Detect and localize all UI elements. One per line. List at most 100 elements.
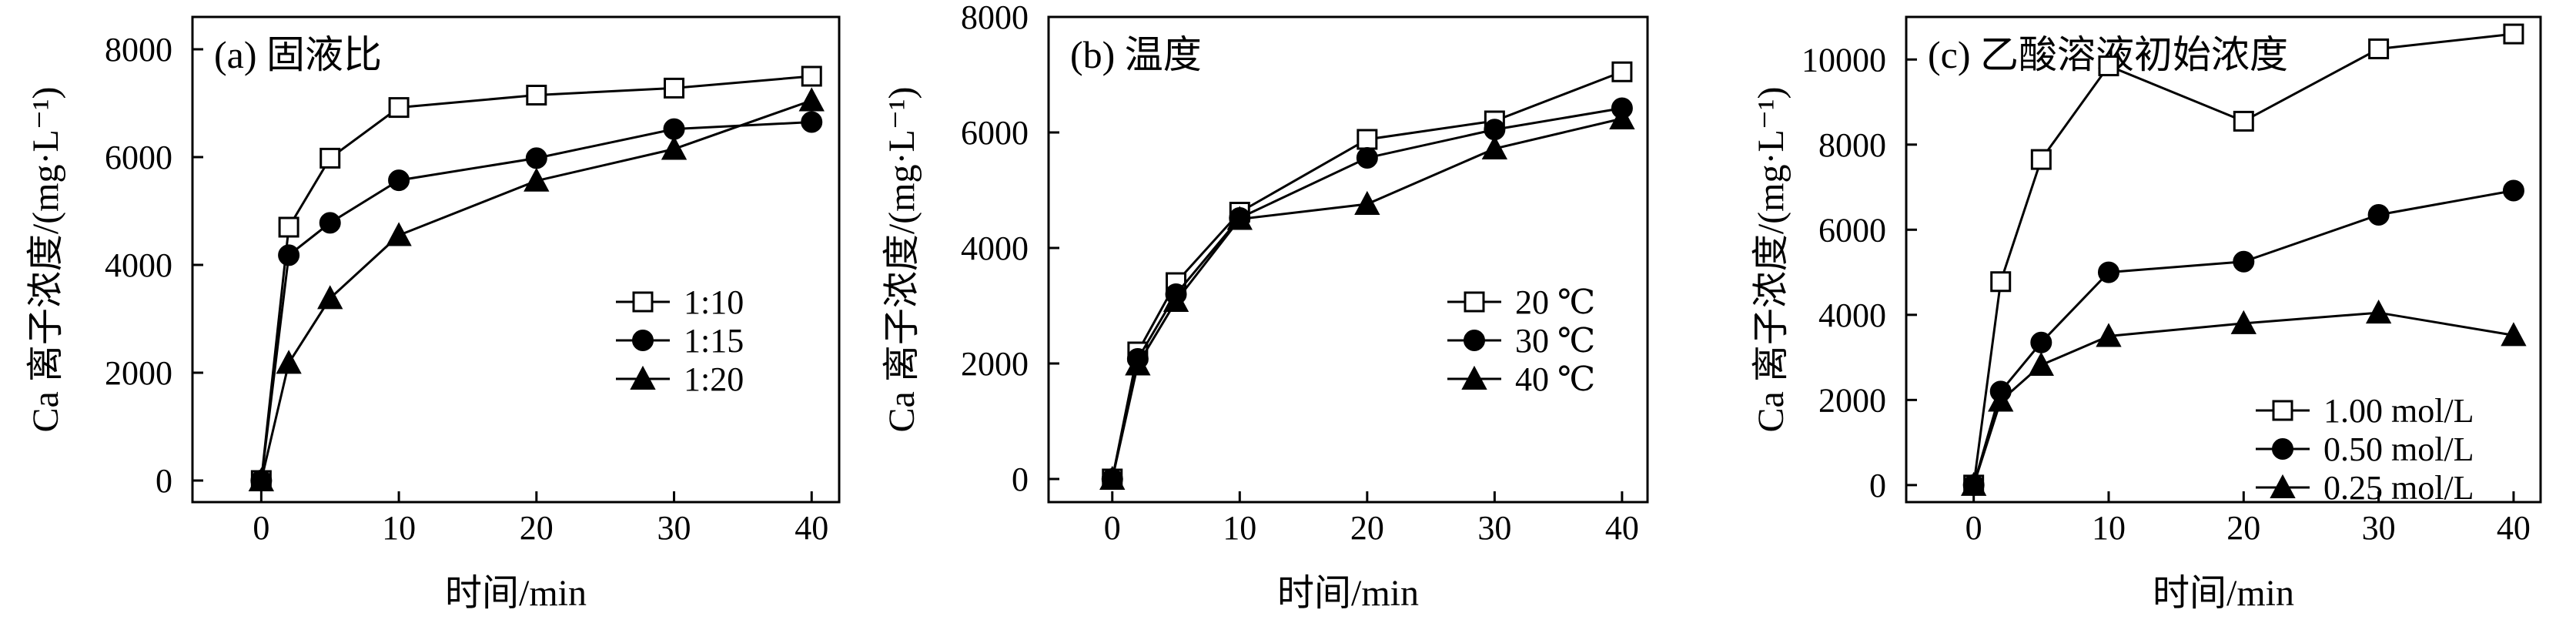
x-tick-label: 10 (1223, 509, 1256, 547)
series-3 (248, 87, 825, 491)
y-axis-title: Ca 离子浓度/(mg·L⁻¹) (1751, 87, 1791, 433)
data-point (526, 85, 547, 106)
data-point (248, 467, 275, 491)
legend-marker (630, 365, 656, 390)
y-tick-label: 8000 (105, 31, 172, 69)
x-tick-label: 30 (1477, 509, 1511, 547)
data-point (1163, 287, 1189, 312)
x-tick-label: 0 (1104, 509, 1121, 547)
plot-frame (1905, 15, 2542, 504)
data-point (319, 147, 341, 169)
data-point (278, 216, 299, 238)
y-tick-label: 6000 (961, 114, 1029, 152)
y-tick-label: 10000 (1802, 41, 1886, 79)
x-tick-label: 0 (253, 509, 269, 547)
data-point (661, 136, 687, 160)
data-point (2503, 23, 2524, 45)
legend-marker (2272, 438, 2293, 460)
data-point (2096, 323, 2122, 347)
legend-label: 30 ℃ (1515, 322, 1595, 360)
data-point (386, 222, 412, 246)
data-point (278, 244, 300, 266)
y-tick-label: 8000 (1818, 126, 1886, 164)
plot-frame (1047, 15, 1649, 504)
legend-label: 20 ℃ (1515, 283, 1595, 321)
data-point (1960, 471, 1987, 496)
data-point (388, 169, 410, 192)
y-tick-label: 0 (1869, 467, 1886, 504)
data-point (2233, 250, 2255, 273)
x-tick-label: 20 (1350, 509, 1384, 547)
y-tick-label: 4000 (1818, 296, 1886, 334)
legend-label: 1:10 (684, 283, 744, 321)
data-point (801, 65, 822, 87)
y-tick-label: 2000 (961, 345, 1029, 383)
series-line (259, 75, 812, 481)
data-point (317, 285, 343, 310)
y-tick-label: 8000 (961, 0, 1029, 36)
data-point (2368, 38, 2390, 59)
series-3 (1099, 105, 1635, 490)
data-point (2502, 179, 2524, 202)
y-tick-label: 4000 (961, 229, 1029, 267)
series-3 (1960, 299, 2527, 496)
data-point (2230, 310, 2257, 334)
data-point (1099, 465, 1126, 490)
legend-label: 1:15 (684, 322, 744, 360)
data-point (798, 87, 825, 112)
y-axis-title: Ca 离子浓度/(mg·L⁻¹) (25, 87, 66, 433)
y-tick-label: 2000 (105, 354, 172, 392)
legend-marker (632, 291, 654, 313)
data-point (2097, 261, 2119, 283)
data-point (1609, 105, 1635, 129)
legend: 20 ℃30 ℃40 ℃ (1447, 283, 1595, 398)
legend: 1:101:151:20 (616, 283, 744, 398)
x-tick-label: 40 (1605, 509, 1639, 547)
legend-marker (2272, 400, 2293, 421)
data-point (664, 77, 685, 99)
data-point (525, 147, 547, 169)
series-1 (250, 65, 822, 491)
series-2 (1962, 179, 2524, 496)
legend-marker (1464, 291, 1485, 313)
x-tick-label: 10 (2092, 509, 2126, 547)
panel-title: (b) 温度 (1070, 33, 1202, 76)
data-point (2233, 110, 2254, 132)
data-point (1226, 206, 1253, 230)
data-point (2030, 149, 2052, 170)
legend-label: 1:20 (684, 360, 744, 398)
data-point (1354, 190, 1380, 215)
x-axis-title: 时间/min (1277, 573, 1419, 614)
x-tick-label: 20 (2226, 509, 2260, 547)
data-point (2367, 203, 2390, 226)
legend-marker (1464, 330, 1485, 351)
x-tick-label: 40 (795, 509, 828, 547)
data-point (1611, 61, 1633, 82)
y-tick-label: 0 (1012, 461, 1029, 498)
x-tick-label: 30 (2362, 509, 2396, 547)
data-point (1988, 387, 2014, 412)
data-point (2030, 331, 2052, 353)
y-tick-label: 4000 (105, 246, 172, 284)
data-point (319, 212, 341, 234)
y-tick-label: 0 (156, 462, 172, 500)
panel-title: (a) 固液比 (214, 33, 382, 76)
legend: 1.00 mol/L0.50 mol/L0.25 mol/L (2256, 392, 2474, 507)
data-point (2501, 322, 2527, 347)
data-point (801, 111, 823, 133)
y-tick-label: 6000 (1818, 211, 1886, 249)
data-point (1990, 271, 2012, 293)
x-axis-title: 时间/min (445, 573, 587, 614)
x-tick-label: 30 (657, 509, 691, 547)
data-point (2365, 299, 2392, 324)
chart-panel-2: 0 10 20 30 40 0 2000 4000 6000 8000 时间/min Ca 离子浓度/… (882, 0, 1649, 614)
data-point (524, 167, 550, 192)
data-point (2028, 351, 2054, 377)
legend-label: 1.00 mol/L (2323, 392, 2474, 430)
data-point (2098, 55, 2119, 77)
x-tick-label: 0 (1965, 509, 1982, 547)
x-tick-label: 20 (520, 509, 554, 547)
y-axis-title: Ca 离子浓度/(mg·L⁻¹) (882, 87, 922, 433)
y-tick-label: 2000 (1818, 381, 1886, 419)
